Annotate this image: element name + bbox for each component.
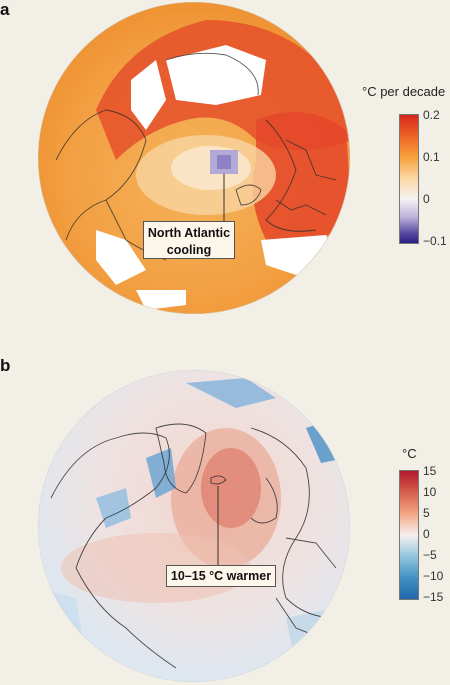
colorbar-a-title: °C per decade <box>362 84 446 99</box>
colorbar-b-tick: −15 <box>423 590 444 604</box>
callout-north-atlantic-cooling: North Atlantic cooling <box>143 221 235 259</box>
colorbar-a-tick: 0.1 <box>423 150 440 164</box>
colorbar-b-title: °C <box>402 446 417 461</box>
colorbar-b <box>399 470 419 600</box>
colorbar-b-tick: −10 <box>423 569 444 583</box>
panel-label-b: b <box>0 356 11 375</box>
colorbar-a-tick: −0.1 <box>423 234 447 248</box>
globe-map-a <box>38 2 350 314</box>
panel-label-a: a <box>0 0 10 19</box>
colorbar-a-tick: 0 <box>423 192 430 206</box>
colorbar-b-tick: 0 <box>423 527 430 541</box>
callout-a-line-1: North Atlantic <box>147 226 231 240</box>
colorbar-a-tick: 0.2 <box>423 108 440 122</box>
globe-map-b <box>38 370 350 682</box>
colorbar-b-tick: 10 <box>423 485 437 499</box>
callout-a-line-2: cooling <box>166 243 212 257</box>
colorbar-b-tick: 5 <box>423 506 430 520</box>
callout-warmer: 10–15 °C warmer <box>166 565 276 587</box>
colorbar-a <box>399 114 419 244</box>
colorbar-b-tick: −5 <box>423 548 437 562</box>
colorbar-b-tick: 15 <box>423 464 437 478</box>
